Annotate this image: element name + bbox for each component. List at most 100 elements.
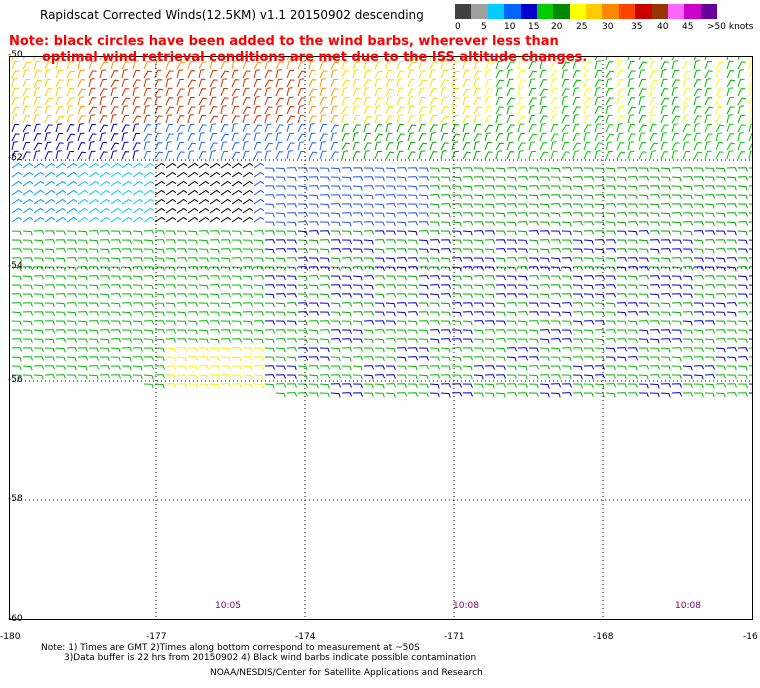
wind-barb [253,347,264,352]
wind-barb [649,176,660,181]
wind-barb [616,275,627,281]
wind-barb [550,97,559,106]
wind-barb [198,180,210,187]
wind-barb [726,302,738,307]
wind-barb [517,311,529,316]
wind-barb [231,60,238,70]
wind-barb [473,176,484,181]
wind-barb [605,302,616,308]
wind-barb [429,105,437,115]
wind-barb [385,132,393,142]
wind-barb [561,185,572,191]
wind-barb [693,374,704,380]
wind-barb [319,185,330,190]
wind-barb [583,221,594,226]
wind-barb [121,329,132,334]
wind-barb [319,275,330,280]
wind-barb [462,356,474,361]
wind-barb [451,320,462,326]
wind-barb [429,338,440,344]
wind-barb [341,203,352,208]
wind-barb [165,320,176,325]
wind-barb [561,142,569,151]
wind-barb [286,356,297,362]
wind-barb [473,61,481,70]
wind-barb [66,198,78,205]
wind-barb [374,338,385,344]
wind-barb [187,60,195,70]
wind-barb [187,239,198,245]
wind-barb [187,133,196,142]
wind-barb [385,69,393,79]
wind-barb [352,338,363,343]
wind-barb [55,198,67,205]
wind-barb [242,329,253,335]
wind-barb [231,311,242,317]
wind-barb [440,230,451,235]
wind-barb [561,347,573,352]
wind-barb [715,230,726,235]
wind-barb [330,212,341,218]
wind-barb [209,293,220,299]
wind-barb [132,284,143,290]
wind-barb [748,293,753,295]
wind-barb [275,239,286,244]
wind-barb [660,78,668,88]
wind-barb [154,284,166,289]
wind-barb [308,115,317,124]
wind-barb [374,70,383,79]
wind-barb [231,69,239,79]
wind-barb [572,123,580,133]
wind-barb [363,150,370,160]
wind-barb [88,266,99,271]
wind-barb [275,212,286,218]
wind-barb [451,114,459,124]
wind-barb [517,106,526,115]
wind-barb [715,257,726,263]
wind-barb [44,124,53,133]
wind-barb [110,320,121,325]
legend-swatch-10 [618,4,636,19]
wind-barb [33,70,42,79]
wind-barb [374,167,385,173]
wind-barb [110,302,121,308]
wind-barb [572,356,584,361]
wind-barb [66,180,78,187]
legend-label-25: 25 [576,22,588,32]
wind-barb [275,176,286,182]
wind-barb [693,88,702,97]
wind-barb [693,106,701,115]
wind-barb [462,176,474,181]
wind-barb [99,275,110,280]
wind-barb [176,88,185,97]
wind-barb [627,329,638,335]
wind-barb [473,141,480,151]
wind-barb [649,203,660,209]
wind-barb [429,293,440,299]
wind-barb [451,221,462,227]
wind-barb [88,180,100,187]
wind-barb [583,320,595,325]
wind-barb [385,392,396,398]
wind-barb [88,216,100,223]
wind-barb [330,115,339,124]
wind-barb [429,194,441,199]
wind-barb [319,392,330,398]
wind-barb [363,142,372,151]
wind-barb [220,356,231,362]
wind-barb [429,124,438,133]
wind-barb [330,151,339,160]
wind-barb [451,185,462,191]
wind-barb [550,194,561,199]
wind-barb [506,56,510,61]
wind-barb [704,78,711,88]
wind-barb [385,88,394,97]
wind-barb [66,284,77,289]
wind-barb [55,60,63,70]
wind-barb [88,248,99,254]
wind-barb [66,275,77,281]
wind-barb [418,123,426,133]
wind-barb [143,216,155,223]
wind-barb [605,275,616,280]
wind-barb [572,230,583,236]
